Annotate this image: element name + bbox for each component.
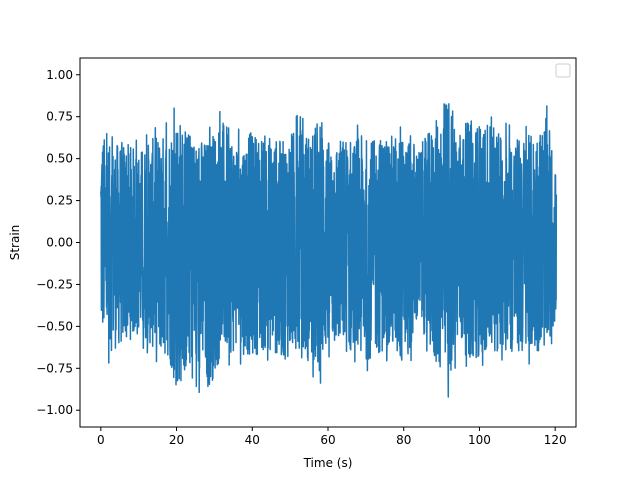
series-layer xyxy=(100,103,558,398)
x-tick-label: 0 xyxy=(97,433,105,447)
y-tick-label: 0.00 xyxy=(46,236,73,250)
legend-box xyxy=(555,63,571,78)
x-tick-label: 20 xyxy=(169,433,184,447)
x-tick-label: 60 xyxy=(320,433,335,447)
y-tick-label: −0.75 xyxy=(36,361,73,375)
x-tick-label: 100 xyxy=(468,433,491,447)
y-axis-label: Strain xyxy=(8,225,22,261)
y-tick-label: −1.00 xyxy=(36,403,73,417)
x-axis-label: Time (s) xyxy=(303,456,353,470)
y-axis: −1.00 −0.75 −0.50 −0.25 0.00 0.25 0.50 0.75 1.00 xyxy=(36,68,80,417)
x-tick-label: 80 xyxy=(396,433,411,447)
y-tick-label: 0.75 xyxy=(46,110,73,124)
y-tick-label: 1.00 xyxy=(46,68,73,82)
x-tick-label: 120 xyxy=(544,433,567,447)
y-tick-label: 0.50 xyxy=(46,152,73,166)
x-axis: 0 20 40 60 80 100 120 xyxy=(97,427,567,447)
y-tick-label: −0.25 xyxy=(36,277,73,291)
x-tick-label: 40 xyxy=(245,433,260,447)
y-tick-label: 0.25 xyxy=(46,194,73,208)
strain-series-line xyxy=(100,103,558,398)
y-tick-label: −0.50 xyxy=(36,319,73,333)
